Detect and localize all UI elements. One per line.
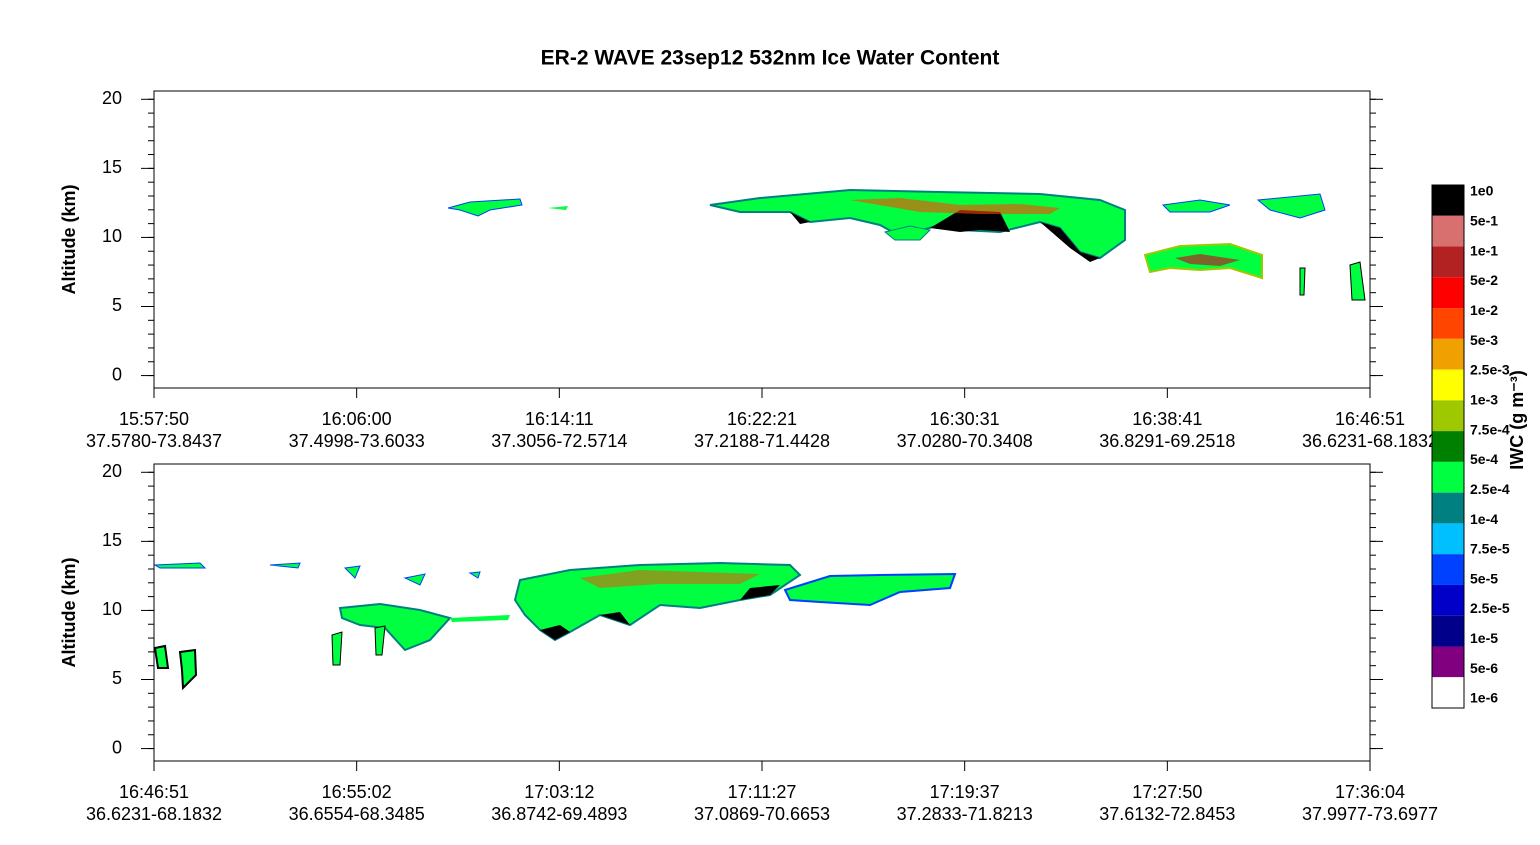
plot-frame bbox=[153, 90, 1371, 389]
colorbar-swatch bbox=[1432, 646, 1464, 678]
colorbar-swatch bbox=[1432, 523, 1464, 555]
colorbar-swatch bbox=[1432, 246, 1464, 278]
colorbar-swatch bbox=[1432, 584, 1464, 616]
colorbar-tick-label: 1e-6 bbox=[1470, 690, 1498, 706]
x-tick-label: 17:36:04 bbox=[1335, 782, 1405, 802]
colorbar-tick-label: 5e-4 bbox=[1470, 451, 1498, 467]
y-tick-label: 20 bbox=[102, 461, 122, 481]
colorbar-swatch bbox=[1432, 554, 1464, 585]
colorbar-tick-label: 2.5e-4 bbox=[1470, 481, 1510, 497]
x-tick-label: 15:57:50 bbox=[119, 409, 189, 429]
x-tick-label: 17:11:27 bbox=[728, 782, 797, 802]
y-tick-label: 20 bbox=[102, 88, 122, 108]
x-tick-label: 17:27:50 bbox=[1132, 782, 1202, 802]
colorbar-swatch bbox=[1432, 185, 1464, 216]
colorbar-swatch bbox=[1432, 338, 1464, 370]
colorbar-swatch bbox=[1432, 677, 1464, 708]
y-tick-label: 15 bbox=[102, 157, 122, 177]
colorbar-tick-label: 1e-5 bbox=[1470, 630, 1498, 646]
x-tick-sublabel: 36.6231-68.1832 bbox=[86, 804, 222, 824]
colorbar-swatch bbox=[1432, 308, 1464, 339]
y-tick-label: 5 bbox=[112, 668, 122, 688]
colorbar-tick-label: 2.5e-5 bbox=[1470, 600, 1510, 616]
x-tick-label: 17:03:12 bbox=[524, 782, 594, 802]
colorbar-tick-label: 5e-3 bbox=[1470, 332, 1498, 348]
x-tick-label: 17:19:37 bbox=[930, 782, 1000, 802]
chart-title: ER-2 WAVE 23sep12 532nm Ice Water Conten… bbox=[541, 47, 1000, 70]
colorbar-swatch bbox=[1432, 461, 1464, 493]
y-tick-label: 15 bbox=[102, 530, 122, 550]
y-tick-label: 5 bbox=[112, 295, 122, 315]
colorbar-swatch bbox=[1432, 400, 1464, 432]
x-tick-sublabel: 37.0280-70.3408 bbox=[897, 431, 1033, 451]
colorbar-swatch bbox=[1432, 369, 1464, 401]
x-tick-label: 16:22:21 bbox=[727, 409, 797, 429]
x-tick-label: 16:30:31 bbox=[930, 409, 1000, 429]
colorbar-tick-label: 7.5e-4 bbox=[1470, 421, 1510, 437]
x-tick-label: 16:14:11 bbox=[525, 409, 594, 429]
colorbar-swatch bbox=[1432, 431, 1464, 462]
y-tick-label: 10 bbox=[102, 226, 122, 246]
colorbar-tick-label: 7.5e-5 bbox=[1470, 541, 1510, 557]
x-tick-label: 16:46:51 bbox=[119, 782, 189, 802]
x-tick-sublabel: 37.6132-72.8453 bbox=[1099, 804, 1235, 824]
colorbar-tick-label: 1e-1 bbox=[1470, 242, 1498, 258]
colorbar-tick-label: 5e-2 bbox=[1470, 272, 1498, 288]
x-tick-sublabel: 37.4998-73.6033 bbox=[289, 431, 425, 451]
x-tick-sublabel: 37.5780-73.8437 bbox=[86, 431, 222, 451]
x-tick-sublabel: 37.9977-73.6977 bbox=[1302, 804, 1438, 824]
x-tick-sublabel: 37.2833-71.8213 bbox=[897, 804, 1033, 824]
x-tick-label: 16:38:41 bbox=[1132, 409, 1202, 429]
colorbar-tick-label: 1e0 bbox=[1470, 183, 1494, 199]
y-tick-label: 0 bbox=[112, 364, 122, 384]
x-tick-label: 16:55:02 bbox=[322, 782, 392, 802]
x-tick-label: 16:46:51 bbox=[1335, 409, 1405, 429]
colorbar-frame bbox=[1431, 184, 1465, 709]
x-tick-sublabel: 37.2188-71.4428 bbox=[694, 431, 830, 451]
colorbar-tick-label: 5e-5 bbox=[1470, 570, 1498, 586]
colorbar-tick-label: 1e-2 bbox=[1470, 302, 1498, 318]
x-tick-label: 16:06:00 bbox=[322, 409, 392, 429]
plot-frame bbox=[153, 463, 1371, 762]
colorbar-tick-label: 1e-3 bbox=[1470, 391, 1498, 407]
colorbar-label: IWC (g m⁻³) bbox=[1507, 370, 1527, 469]
colorbar-swatch bbox=[1432, 615, 1464, 647]
colorbar-tick-label: 2.5e-3 bbox=[1470, 362, 1510, 378]
y-axis-label: Altitude (km) bbox=[59, 557, 79, 667]
x-tick-sublabel: 36.6554-68.3485 bbox=[289, 804, 425, 824]
x-tick-sublabel: 36.6231-68.1832 bbox=[1302, 431, 1438, 451]
colorbar-tick-label: 5e-1 bbox=[1470, 213, 1498, 229]
x-tick-sublabel: 36.8291-69.2518 bbox=[1099, 431, 1235, 451]
x-tick-sublabel: 37.3056-72.5714 bbox=[491, 431, 627, 451]
colorbar-tick-label: 5e-6 bbox=[1470, 660, 1498, 676]
x-tick-sublabel: 37.0869-70.6653 bbox=[694, 804, 830, 824]
colorbar-swatch bbox=[1432, 277, 1464, 309]
colorbar-tick-label: 1e-4 bbox=[1470, 511, 1498, 527]
x-tick-sublabel: 36.8742-69.4893 bbox=[491, 804, 627, 824]
y-tick-label: 10 bbox=[102, 599, 122, 619]
y-tick-label: 0 bbox=[112, 737, 122, 757]
y-axis-label: Altitude (km) bbox=[59, 184, 79, 294]
colorbar-swatch bbox=[1432, 215, 1464, 247]
cloud-layer bbox=[153, 188, 1366, 691]
colorbar-swatch bbox=[1432, 492, 1464, 524]
